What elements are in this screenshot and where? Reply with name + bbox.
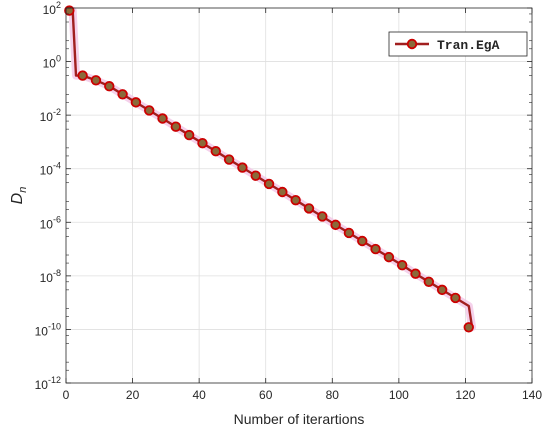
data-point	[197, 137, 208, 149]
y-tick-label: 10-6	[40, 214, 61, 231]
x-tick-label: 120	[455, 388, 475, 402]
y-tick-label-exponent: -4	[53, 161, 61, 171]
y-tick-label-exponent: -12	[48, 375, 61, 385]
data-point	[157, 113, 168, 124]
data-point	[130, 97, 142, 108]
x-axis-label: Number of iterartions	[234, 411, 365, 427]
y-tick-label-base: 10	[43, 57, 57, 71]
x-tick-label: 140	[522, 388, 542, 402]
data-point	[317, 211, 328, 222]
x-axis-ticks: 0 20 40 60 80 100 120 140	[63, 8, 542, 402]
x-tick-label: 100	[389, 388, 409, 402]
data-point	[423, 276, 435, 287]
x-tick-label: 80	[326, 388, 340, 402]
x-tick-label: 40	[192, 388, 206, 402]
data-point	[370, 243, 381, 255]
data-point	[263, 178, 275, 190]
y-tick-label-base: 10	[40, 164, 54, 178]
y-tick-label: 10-8	[40, 268, 61, 285]
data-point	[90, 75, 102, 86]
data-point	[330, 219, 341, 231]
x-tick-label: 20	[126, 388, 140, 402]
legend-entry-label: Tran.EgA	[437, 38, 500, 53]
data-point	[104, 81, 115, 92]
data-point	[250, 170, 261, 181]
y-tick-label-exponent: 2	[56, 0, 61, 10]
data-point	[357, 235, 368, 247]
y-tick-label: 102	[43, 0, 61, 17]
y-tick-label-exponent: -6	[53, 214, 61, 224]
y-tick-label-base: 10	[35, 324, 49, 338]
data-point	[144, 105, 155, 116]
data-point	[77, 70, 88, 81]
data-point	[170, 121, 182, 132]
data-point	[277, 186, 288, 198]
data-point	[117, 89, 128, 100]
series-line	[69, 9, 474, 328]
y-axis-label-subscript: n	[17, 187, 29, 193]
y-tick-label-base: 10	[40, 271, 54, 285]
data-point	[450, 292, 461, 304]
data-point	[210, 146, 221, 157]
y-tick-label-base: 10	[40, 110, 54, 124]
legend-marker-sample	[406, 38, 418, 50]
data-point	[223, 154, 235, 165]
data-point	[237, 162, 248, 173]
y-tick-label: 10-12	[35, 375, 61, 392]
plot-area	[66, 8, 532, 383]
y-tick-label-exponent: 0	[56, 54, 61, 64]
data-point	[463, 322, 474, 333]
x-tick-label: 0	[63, 388, 70, 402]
y-tick-label: 100	[43, 54, 61, 71]
y-tick-label-exponent: -8	[53, 268, 61, 278]
data-point	[64, 5, 75, 16]
y-tick-label-exponent: -10	[48, 321, 61, 331]
data-point	[183, 129, 195, 141]
data-point	[303, 203, 315, 214]
y-tick-label: 10-2	[40, 107, 61, 124]
legend: Tran.EgA	[388, 31, 528, 57]
axes-box	[65, 7, 533, 384]
data-point	[436, 284, 448, 296]
grid-lines	[66, 8, 532, 383]
y-axis-label: Dn	[9, 187, 29, 205]
data-point	[290, 194, 301, 206]
x-tick-label: 60	[259, 388, 273, 402]
data-point	[343, 227, 355, 239]
y-tick-label-base: 10	[43, 3, 57, 17]
y-tick-label: 10-4	[40, 161, 61, 178]
series-layer	[64, 5, 477, 333]
data-point	[396, 259, 408, 271]
y-tick-label-base: 10	[40, 217, 54, 231]
y-tick-label-base: 10	[35, 378, 49, 392]
y-tick-label: 10-10	[35, 321, 61, 338]
y-tick-label-exponent: -2	[53, 107, 61, 117]
y-axis-label-main: D	[9, 192, 26, 204]
data-point	[383, 251, 395, 263]
data-point	[410, 268, 421, 279]
